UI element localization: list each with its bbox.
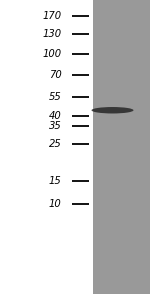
Text: 130: 130 bbox=[42, 29, 62, 39]
Bar bbox=[93, 0, 150, 294]
Text: 10: 10 bbox=[49, 199, 61, 209]
Text: 35: 35 bbox=[49, 121, 61, 131]
Ellipse shape bbox=[92, 107, 134, 113]
Text: 40: 40 bbox=[49, 111, 61, 121]
Text: 55: 55 bbox=[49, 92, 61, 102]
Text: 15: 15 bbox=[49, 176, 61, 186]
Text: 25: 25 bbox=[49, 139, 61, 149]
Text: 100: 100 bbox=[42, 49, 62, 59]
Text: 170: 170 bbox=[42, 11, 62, 21]
Text: 70: 70 bbox=[49, 70, 61, 80]
